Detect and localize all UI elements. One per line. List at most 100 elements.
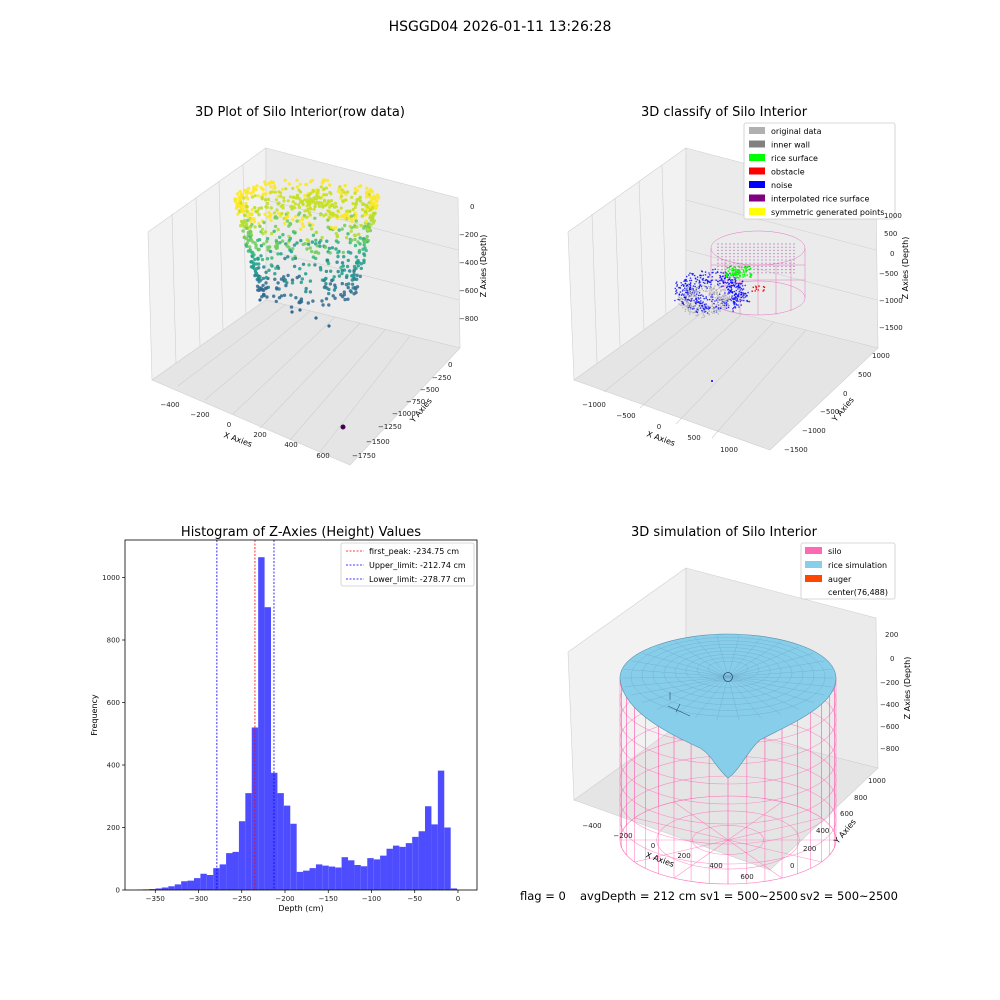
raw-data-point (259, 254, 263, 258)
classified-interpolated-point (737, 253, 739, 255)
raw-data-point (350, 238, 354, 242)
p1-z-tick: −800 (459, 315, 478, 323)
raw-data-point (259, 186, 263, 190)
classified-noise-point (746, 295, 748, 297)
raw-data-point (364, 248, 368, 253)
classified-noise-point (701, 302, 704, 304)
classified-interpolated-point (753, 269, 755, 271)
classified-noise-point (739, 298, 741, 301)
histogram-bar (232, 851, 239, 890)
classified-noise-point (694, 277, 697, 280)
classified-interpolated-point (717, 265, 719, 267)
raw-data-point (305, 215, 309, 219)
raw-data-point (365, 186, 369, 190)
raw-data-point (358, 236, 362, 240)
classified-noise-point (675, 289, 678, 291)
classified-original-point (686, 301, 688, 303)
classified-original-point (692, 307, 694, 309)
histogram-bar (245, 793, 252, 890)
legend-label-lower-limit: Lower_limit: -278.77 cm (369, 575, 466, 584)
classified-noise-point (708, 298, 711, 301)
raw-data-point (337, 228, 341, 232)
classified-interpolated-point (717, 243, 719, 245)
rice-mesh-spoke (727, 660, 825, 678)
classified-interpolated-point (769, 246, 771, 248)
panel1-outlier-point (340, 424, 346, 430)
legend-label-upper-limit: Upper_limit: -212.74 cm (369, 561, 466, 570)
classified-interpolated-point (773, 272, 775, 274)
raw-data-point (265, 286, 269, 290)
p1-z-tick: −200 (459, 231, 478, 239)
raw-data-point (309, 227, 314, 231)
classified-obstacle-point (757, 289, 759, 291)
classified-interpolated-point (741, 272, 743, 274)
classified-original-point (693, 311, 695, 314)
raw-data-point (357, 184, 361, 189)
classified-interpolated-point (773, 243, 775, 245)
classified-interpolated-point (773, 246, 775, 248)
p1-x-tick: 400 (284, 441, 297, 449)
raw-data-point (282, 217, 286, 221)
classified-original-point (690, 294, 693, 296)
classified-original-point (696, 291, 698, 293)
classified-rice-point (734, 276, 737, 279)
raw-data-point (317, 204, 322, 208)
classified-rice-point (728, 266, 731, 269)
raw-data-point (269, 263, 273, 267)
classified-noise-point (733, 276, 736, 279)
classified-rice-point (733, 273, 736, 276)
classified-noise-point (719, 280, 721, 282)
classified-original-point (703, 316, 705, 318)
raw-data-point (340, 194, 344, 198)
classified-interpolated-point (757, 246, 759, 248)
legend-swatch-obstacle (749, 167, 765, 175)
classified-original-point (688, 310, 690, 312)
classified-interpolated-point (733, 262, 735, 264)
p2-x-tick: −1000 (582, 401, 606, 409)
raw-data-point (324, 297, 329, 301)
classified-noise-point (713, 302, 715, 305)
raw-data-point (279, 277, 284, 281)
classified-noise-point (676, 284, 679, 286)
panel4-center-marker (667, 692, 691, 717)
raw-data-point (300, 199, 304, 204)
classified-noise-point (679, 287, 682, 289)
histogram-bar (444, 827, 451, 890)
classified-original-point (701, 317, 703, 319)
raw-data-point (245, 204, 249, 209)
raw-data-point (287, 238, 292, 242)
p4-y-tick: 600 (840, 810, 853, 818)
histogram-bar (348, 860, 355, 890)
raw-data-point (252, 220, 257, 224)
classified-noise-point (693, 299, 695, 302)
raw-data-point (333, 283, 337, 287)
raw-data-point (233, 198, 237, 202)
classified-noise-point (732, 281, 734, 284)
classified-noise-point (744, 284, 746, 287)
panel2-xlabel: X Axies (645, 429, 676, 448)
panel2-legend: original data inner wall rice surface ob… (743, 122, 896, 220)
raw-data-point (319, 201, 323, 205)
classified-original-point (718, 300, 720, 302)
classified-original-point (680, 297, 683, 299)
raw-data-point (327, 200, 332, 204)
histogram-bar (418, 831, 426, 890)
classified-original-point (726, 306, 728, 309)
raw-data-point (299, 227, 303, 231)
classified-interpolated-point (741, 249, 743, 251)
classified-noise-point (676, 291, 678, 294)
raw-data-point (305, 204, 309, 208)
rice-mesh-spoke (727, 676, 761, 719)
classified-interpolated-point (773, 249, 775, 251)
p1-y-tick: −1500 (366, 438, 390, 446)
classified-noise-point (734, 280, 737, 283)
classified-interpolated-point (793, 256, 795, 258)
classified-original-point (704, 290, 707, 292)
raw-data-point (335, 234, 340, 238)
panel1-z-ticks: 0 −200 −400 −600 −800 (459, 203, 478, 323)
classified-original-point (688, 306, 690, 308)
raw-data-point (354, 255, 358, 259)
raw-data-point (293, 231, 297, 235)
classified-interpolated-point (757, 249, 759, 251)
classified-original-point (717, 294, 719, 297)
